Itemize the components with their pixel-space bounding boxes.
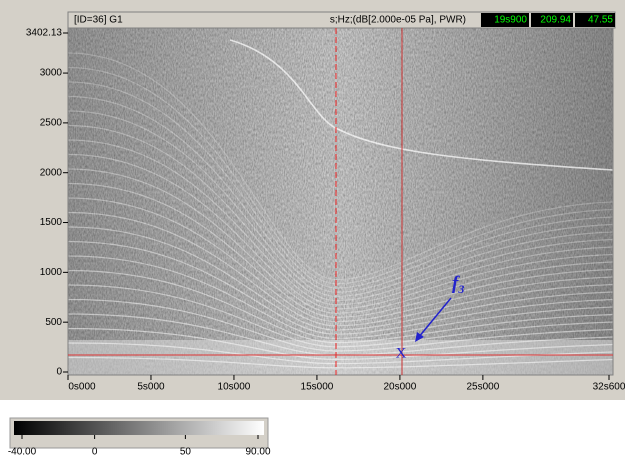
readout-box xyxy=(481,13,529,27)
y-tick-label: 2000 xyxy=(40,167,63,178)
colorbar-tick-label: 90.00 xyxy=(245,447,270,458)
colorbar-tick-label: 0 xyxy=(92,447,98,458)
readout-box xyxy=(575,13,615,27)
header-title: [ID=36] G1 xyxy=(74,15,123,26)
x-tick-label: 0s000 xyxy=(68,382,96,393)
harmonic xyxy=(68,66,613,285)
annotation-f: f xyxy=(452,273,460,294)
y-tick-label: 1000 xyxy=(40,267,63,278)
y-tick-label: 2500 xyxy=(40,118,63,129)
y-tick-label: 3402.13 xyxy=(26,28,63,39)
header-units: s;Hz;(dB[2.000e-05 Pa], PWR) xyxy=(330,15,466,26)
readout-box xyxy=(531,13,573,27)
colorbar xyxy=(14,421,264,435)
y-tick-label: 3000 xyxy=(40,68,63,79)
arrow-head xyxy=(415,332,424,342)
tone-track xyxy=(229,39,613,171)
annotation-arrow xyxy=(417,297,452,339)
harmonic xyxy=(68,52,613,281)
annotation-label: f3 xyxy=(452,273,464,295)
colorbar-tick-label: -40.00 xyxy=(8,447,37,458)
harmonic xyxy=(68,139,613,306)
harmonic xyxy=(68,356,613,369)
marker-x: X xyxy=(396,345,407,361)
harmonic xyxy=(68,95,613,293)
readout-freq: 209.94 xyxy=(540,15,571,26)
spectrogram xyxy=(68,28,613,375)
x-tick-label: 20s000 xyxy=(383,382,416,393)
harmonic xyxy=(68,298,613,352)
spectrogram-shade xyxy=(68,28,613,375)
x-tick-label: 5s000 xyxy=(137,382,165,393)
x-tick-label: 32s600 xyxy=(593,382,625,393)
x-tick-label: 25s000 xyxy=(466,382,499,393)
x-tick-label: 10s000 xyxy=(218,382,251,393)
plot-frame xyxy=(67,27,614,376)
harmonic xyxy=(68,81,613,289)
harmonic xyxy=(68,269,613,344)
harmonic xyxy=(68,110,613,298)
annotation-sub: 3 xyxy=(457,282,464,296)
y-tick-label: 500 xyxy=(45,317,62,328)
readout-level: 47.55 xyxy=(588,15,613,26)
x-tick-label: 15s000 xyxy=(301,382,334,393)
y-tick-label: 0 xyxy=(56,367,62,378)
harmonic xyxy=(68,124,613,302)
harmonic xyxy=(68,327,613,361)
harmonic xyxy=(68,168,613,314)
colorbar-tick-label: 50 xyxy=(180,447,192,458)
y-tick-label: 1500 xyxy=(40,217,63,228)
readout-time: 19s900 xyxy=(494,15,527,26)
